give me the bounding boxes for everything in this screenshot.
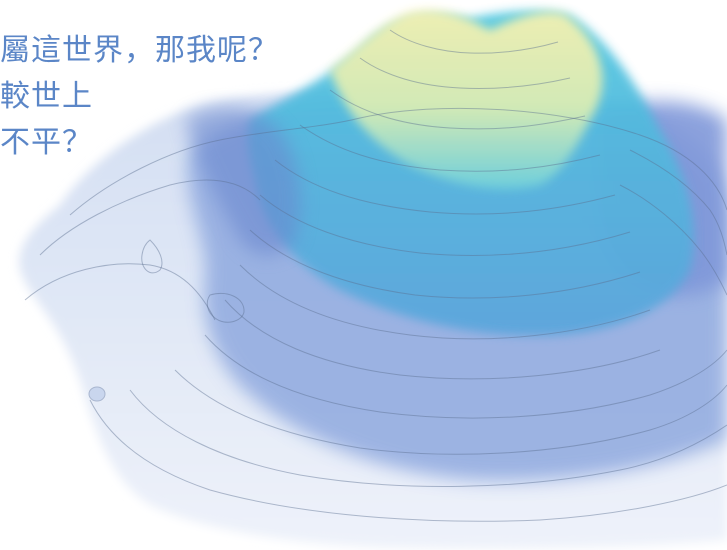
poem-line-1: 屬這世界，那我呢？ xyxy=(0,33,279,68)
left-shadow xyxy=(185,107,300,255)
mountain-peak xyxy=(330,10,603,189)
poem-text: 屬這世界，那我呢？ 較世上 不平？ xyxy=(0,28,279,166)
contour-lines xyxy=(24,29,727,522)
poem-line-3: 不平？ xyxy=(0,125,93,160)
poem-line-2: 較世上 xyxy=(0,79,93,114)
small-pond xyxy=(88,386,106,402)
